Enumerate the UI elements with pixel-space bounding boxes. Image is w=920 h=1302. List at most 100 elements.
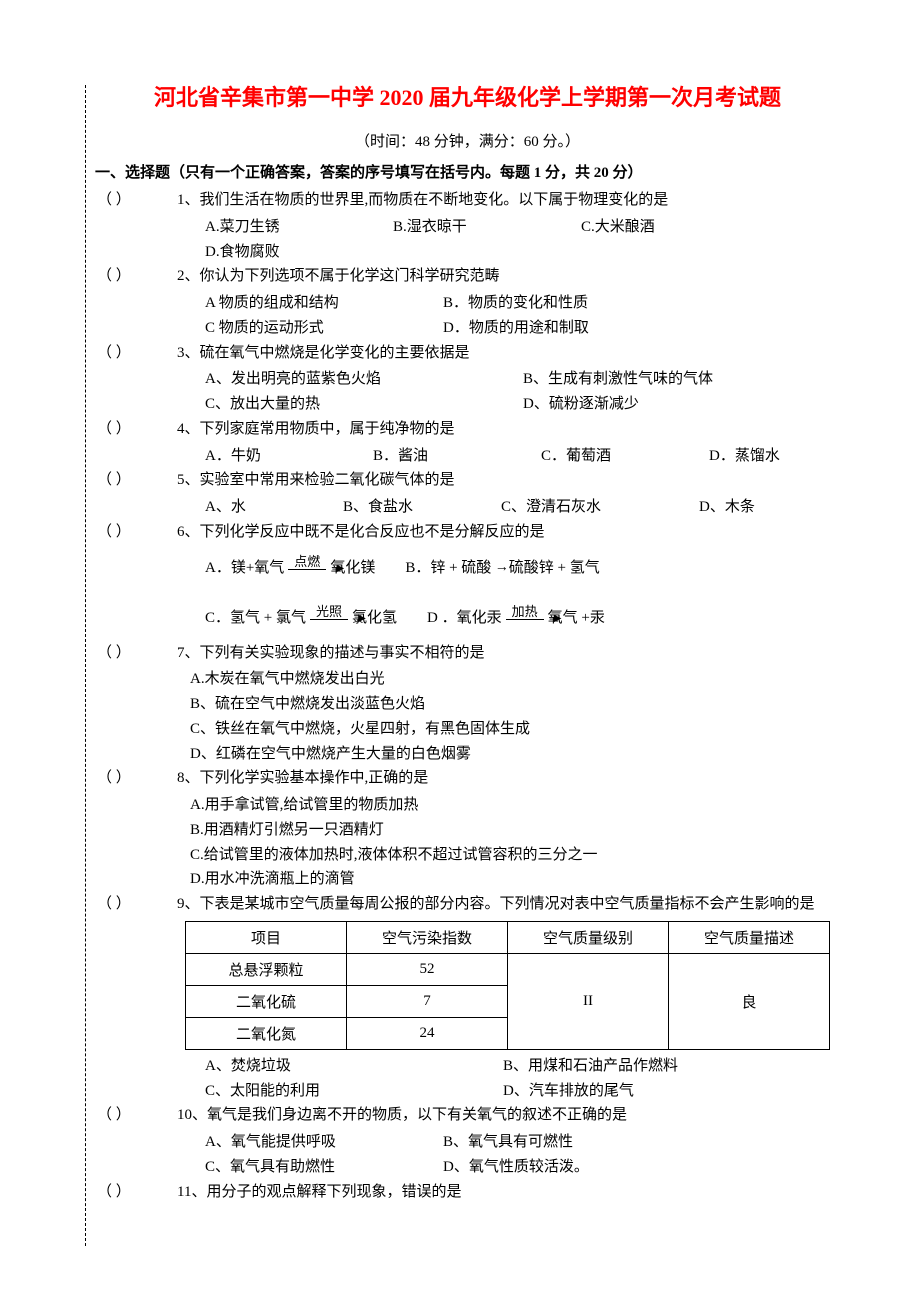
question-stem: 3、硫在氧气中燃烧是化学变化的主要依据是 (177, 341, 840, 366)
eq-left: C．氢气 + 氯气 (205, 603, 306, 633)
table-cell: 7 (347, 985, 508, 1017)
table-cell-desc: 良 (669, 953, 830, 1049)
question-6: （ ） 6、下列化学反应中既不是化合反应也不是分解反应的是 (95, 520, 840, 545)
question-9: （ ） 9、下表是某城市空气质量每周公报的部分内容。下列情况对表中空气质量指标不… (95, 892, 840, 917)
option-d: D、氧气性质较活泼。 (443, 1155, 589, 1180)
option-d: D、汽车排放的尾气 (503, 1079, 634, 1104)
option-b: B、硫在空气中燃烧发出淡蓝色火焰 (190, 692, 790, 717)
option-c: C.给试管里的液体加热时,液体体积不超过试管容积的三分之一 (190, 843, 790, 868)
table-cell: 二氧化硫 (186, 985, 347, 1017)
option-c: C．葡萄酒 (541, 444, 701, 469)
option-b: B、氧气具有可燃性 (443, 1130, 573, 1155)
option-d: D．物质的用途和制取 (443, 316, 589, 341)
answer-bracket: （ ） (95, 264, 177, 289)
option-c: C.大米酿酒 (581, 215, 761, 240)
question-1: （ ） 1、我们生活在物质的世界里,而物质在不断地变化。以下属于物理变化的是 (95, 188, 840, 213)
table-cell: 52 (347, 953, 508, 985)
question-10: （ ） 10、氧气是我们身边离不开的物质，以下有关氧气的叙述不正确的是 (95, 1103, 840, 1128)
question-3-options-1: A、发出明亮的蓝紫色火焰 B、生成有刺激性气味的气体 (95, 367, 840, 392)
question-stem: 8、下列化学实验基本操作中,正确的是 (177, 766, 840, 791)
question-8-opt-d: D.用水冲洗滴瓶上的滴管 (95, 867, 840, 892)
question-7-opt-a: A.木炭在氧气中燃烧发出白光 (95, 667, 840, 692)
option-b: B、食盐水 (343, 495, 493, 520)
answer-bracket: （ ） (95, 892, 177, 917)
option-a: A．牛奶 (205, 444, 365, 469)
equation-d: D ．氧化汞 加热 ▶ 氧气 +汞 (427, 603, 605, 633)
question-4-options: A．牛奶 B．酱油 C．葡萄酒 D．蒸馏水 (95, 444, 840, 469)
arrow-icon: → (491, 554, 509, 582)
option-a: A、焚烧垃圾 (205, 1054, 495, 1079)
equation-a: A．镁+氧气 点燃 ▶ 氧化镁 (205, 553, 375, 583)
question-5-options: A、水 B、食盐水 C、澄清石灰水 D、木条 (95, 495, 840, 520)
option-a: A 物质的组成和结构 (205, 291, 435, 316)
question-stem: 7、下列有关实验现象的描述与事实不相符的是 (177, 641, 840, 666)
option-a: A、水 (205, 495, 335, 520)
answer-bracket: （ ） (95, 641, 177, 666)
table-header: 空气质量级别 (508, 921, 669, 953)
question-6-eq-row-1: A．镁+氧气 点燃 ▶ 氧化镁 B．锌 + 硫酸 → 硫酸锌 + 氢气 (95, 553, 840, 583)
option-b: B．物质的变化和性质 (443, 291, 588, 316)
eq-left: A．镁+氧气 (205, 553, 284, 583)
option-b: B.湿衣晾干 (393, 215, 573, 240)
option-c: C、铁丝在氧气中燃烧，火星四射，有黑色固体生成 (190, 717, 790, 742)
eq-left: D ．氧化汞 (427, 603, 502, 633)
answer-bracket: （ ） (95, 520, 177, 545)
option-d: D、硫粉逐渐减少 (523, 392, 639, 417)
table-header: 空气质量描述 (669, 921, 830, 953)
question-stem: 6、下列化学反应中既不是化合反应也不是分解反应的是 (177, 520, 840, 545)
question-1-options: A.菜刀生锈 B.湿衣晾干 C.大米酿酒 D.食物腐败 (95, 215, 840, 265)
question-8: （ ） 8、下列化学实验基本操作中,正确的是 (95, 766, 840, 791)
exam-subtitle: （时间：48 分钟，满分：60 分。） (95, 130, 840, 151)
question-11: （ ） 11、用分子的观点解释下列现象，错误的是 (95, 1180, 840, 1205)
left-dashed-border (85, 85, 86, 1246)
question-5: （ ） 5、实验室中常用来检验二氧化碳气体的是 (95, 468, 840, 493)
question-stem: 1、我们生活在物质的世界里,而物质在不断地变化。以下属于物理变化的是 (177, 188, 840, 213)
option-d: D.用水冲洗滴瓶上的滴管 (190, 867, 790, 892)
table-cell: 二氧化氮 (186, 1017, 347, 1049)
question-8-opt-a: A.用手拿试管,给试管里的物质加热 (95, 793, 840, 818)
question-7-opt-d: D、红磷在空气中燃烧产生大量的白色烟雾 (95, 742, 840, 767)
option-c: C、澄清石灰水 (501, 495, 691, 520)
table-cell-level: II (508, 953, 669, 1049)
question-9-options-2: C、太阳能的利用 D、汽车排放的尾气 (95, 1079, 840, 1104)
option-d: D、木条 (699, 495, 755, 520)
option-b: B．酱油 (373, 444, 533, 469)
eq-right: 硫酸锌 + 氢气 (509, 553, 600, 583)
answer-bracket: （ ） (95, 468, 177, 493)
question-stem: 5、实验室中常用来检验二氧化碳气体的是 (177, 468, 840, 493)
option-a: A.菜刀生锈 (205, 215, 385, 240)
question-8-opt-b: B.用酒精灯引燃另一只酒精灯 (95, 818, 840, 843)
answer-bracket: （ ） (95, 341, 177, 366)
answer-bracket: （ ） (95, 417, 177, 442)
question-stem: 9、下表是某城市空气质量每周公报的部分内容。下列情况对表中空气质量指标不会产生影… (177, 892, 840, 917)
section-1-heading: 一、选择题（只有一个正确答案，答案的序号填写在括号内。每题 1 分，共 20 分… (95, 161, 840, 182)
answer-bracket: （ ） (95, 1180, 177, 1205)
option-c: C、放出大量的热 (205, 392, 515, 417)
option-a: A、发出明亮的蓝紫色火焰 (205, 367, 515, 392)
table-row: 总悬浮颗粒 52 II 良 (186, 953, 830, 985)
table-header: 项目 (186, 921, 347, 953)
question-10-options-2: C、氧气具有助燃性 D、氧气性质较活泼。 (95, 1155, 840, 1180)
air-quality-table: 项目 空气污染指数 空气质量级别 空气质量描述 总悬浮颗粒 52 II 良 二氧… (185, 921, 830, 1050)
question-3: （ ） 3、硫在氧气中燃烧是化学变化的主要依据是 (95, 341, 840, 366)
question-3-options-2: C、放出大量的热 D、硫粉逐渐减少 (95, 392, 840, 417)
option-d: D.食物腐败 (205, 240, 355, 265)
question-stem: 4、下列家庭常用物质中，属于纯净物的是 (177, 417, 840, 442)
question-9-options-1: A、焚烧垃圾 B、用煤和石油产品作燃料 (95, 1054, 840, 1079)
question-10-options-1: A、氧气能提供呼吸 B、氧气具有可燃性 (95, 1130, 840, 1155)
question-8-opt-c: C.给试管里的液体加热时,液体体积不超过试管容积的三分之一 (95, 843, 840, 868)
option-a: A、氧气能提供呼吸 (205, 1130, 435, 1155)
option-b: B、生成有刺激性气味的气体 (523, 367, 713, 392)
question-7-opt-b: B、硫在空气中燃烧发出淡蓝色火焰 (95, 692, 840, 717)
option-b: B.用酒精灯引燃另一只酒精灯 (190, 818, 790, 843)
option-c: C、太阳能的利用 (205, 1079, 495, 1104)
answer-bracket: （ ） (95, 766, 177, 791)
option-d: D、红磷在空气中燃烧产生大量的白色烟雾 (190, 742, 790, 767)
option-d: D．蒸馏水 (709, 444, 780, 469)
reaction-arrow-icon: 点燃 ▶ (288, 555, 326, 576)
question-2-options-1: A 物质的组成和结构 B．物质的变化和性质 (95, 291, 840, 316)
option-c: C、氧气具有助燃性 (205, 1155, 435, 1180)
question-stem: 10、氧气是我们身边离不开的物质，以下有关氧气的叙述不正确的是 (177, 1103, 840, 1128)
table-header: 空气污染指数 (347, 921, 508, 953)
equation-c: C．氢气 + 氯气 光照 ▶ 氯化氢 (205, 603, 397, 633)
